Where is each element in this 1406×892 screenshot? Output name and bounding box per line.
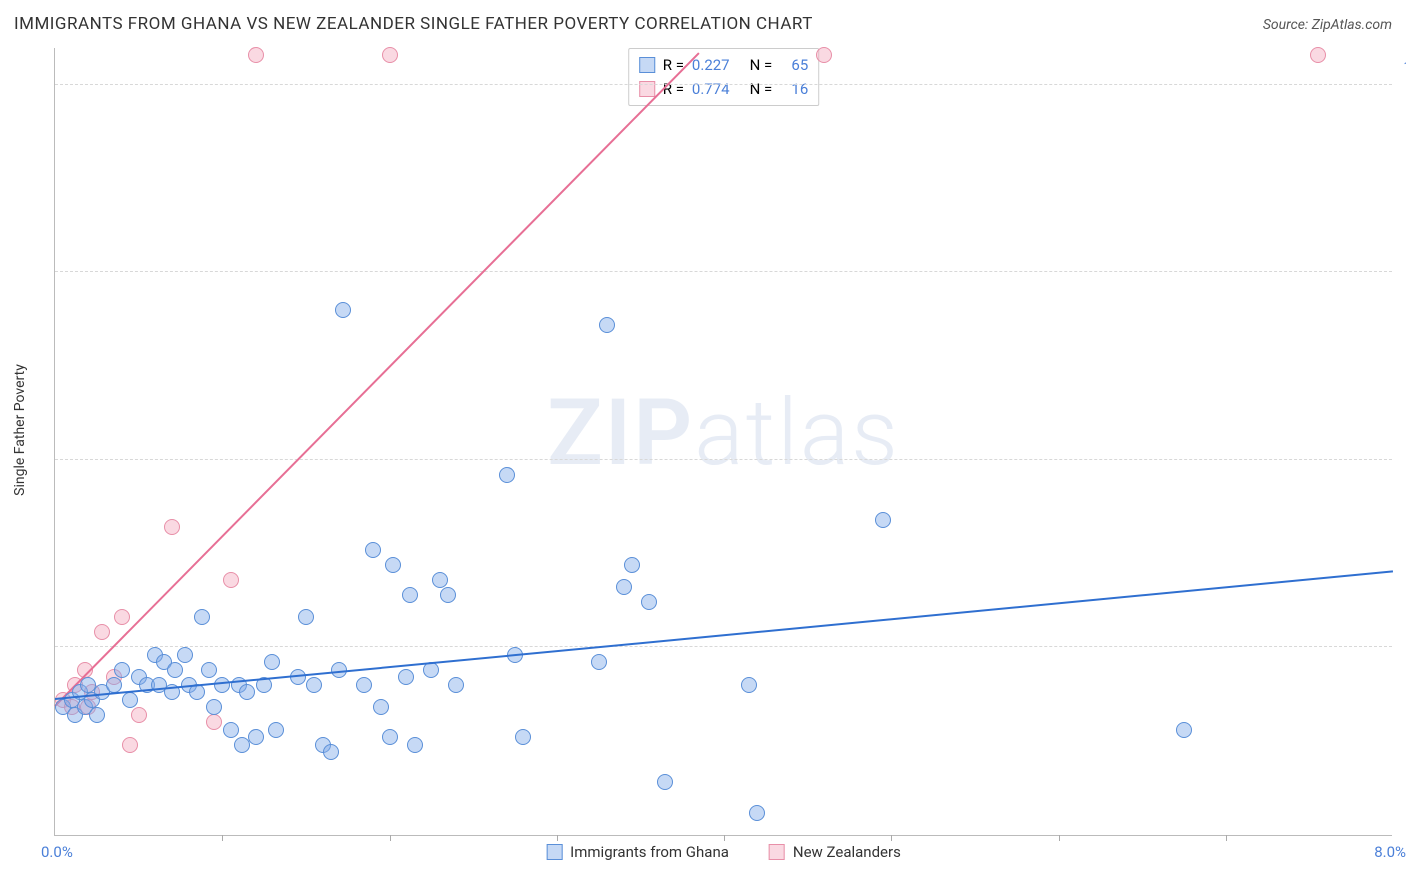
gridline — [55, 646, 1392, 647]
r-label: R = — [663, 77, 684, 101]
scatter-point-ghana — [356, 677, 372, 693]
scatter-point-ghana — [201, 662, 217, 678]
x-tick-mark — [1226, 835, 1227, 841]
scatter-point-nz — [816, 47, 832, 63]
x-tick-mark — [1059, 835, 1060, 841]
legend-row-ghana: R = 0.227 N = 65 — [639, 53, 809, 77]
scatter-point-nz — [94, 624, 110, 640]
scatter-point-ghana — [298, 609, 314, 625]
scatter-point-ghana — [239, 684, 255, 700]
y-tick-label: 25.0% — [1397, 620, 1406, 638]
scatter-point-ghana — [373, 699, 389, 715]
scatter-point-ghana — [641, 594, 657, 610]
x-tick-mark — [222, 835, 223, 841]
scatter-point-ghana — [749, 805, 765, 821]
legend-label-nz: New Zealanders — [793, 843, 901, 861]
n-label: N = — [750, 77, 773, 101]
chart-title: IMMIGRANTS FROM GHANA VS NEW ZEALANDER S… — [14, 14, 813, 34]
r-value-ghana: 0.227 — [692, 53, 730, 77]
scatter-point-ghana — [499, 467, 515, 483]
scatter-point-ghana — [398, 669, 414, 685]
scatter-point-ghana — [264, 654, 280, 670]
scatter-point-ghana — [741, 677, 757, 693]
scatter-point-ghana — [223, 722, 239, 738]
scatter-point-ghana — [114, 662, 130, 678]
scatter-point-ghana — [206, 699, 222, 715]
scatter-point-ghana — [194, 609, 210, 625]
source-attribution: Source: ZipAtlas.com — [1263, 17, 1392, 33]
y-tick-label: 75.0% — [1397, 245, 1406, 263]
scatter-point-ghana — [306, 677, 322, 693]
legend-item-ghana: Immigrants from Ghana — [546, 843, 729, 861]
y-axis-label: Single Father Poverty — [12, 364, 28, 496]
n-value-ghana: 65 — [780, 53, 808, 77]
series-legend: Immigrants from Ghana New Zealanders — [546, 843, 901, 861]
watermark-atlas: atlas — [694, 379, 900, 486]
y-tick-label: 50.0% — [1397, 433, 1406, 451]
scatter-point-ghana — [167, 662, 183, 678]
trend-line-ghana — [55, 570, 1393, 700]
scatter-point-ghana — [616, 579, 632, 595]
scatter-point-ghana — [1176, 722, 1192, 738]
gridline — [55, 271, 1392, 272]
scatter-point-nz — [122, 737, 138, 753]
scatter-point-ghana — [440, 587, 456, 603]
scatter-point-nz — [131, 707, 147, 723]
x-axis-end-label: 8.0% — [1374, 843, 1406, 861]
gridline — [55, 459, 1392, 460]
scatter-point-nz — [206, 714, 222, 730]
legend-item-nz: New Zealanders — [769, 843, 901, 861]
scatter-point-ghana — [177, 647, 193, 663]
scatter-point-ghana — [448, 677, 464, 693]
scatter-point-ghana — [657, 774, 673, 790]
scatter-point-ghana — [402, 587, 418, 603]
source-name: ZipAtlas.com — [1312, 17, 1392, 33]
legend-label-ghana: Immigrants from Ghana — [570, 843, 729, 861]
scatter-point-ghana — [382, 729, 398, 745]
scatter-point-ghana — [89, 707, 105, 723]
x-tick-mark — [390, 835, 391, 841]
scatter-point-nz — [164, 519, 180, 535]
scatter-point-nz — [248, 47, 264, 63]
swatch-nz — [769, 844, 785, 860]
scatter-point-ghana — [407, 737, 423, 753]
scatter-point-nz — [1310, 47, 1326, 63]
n-value-nz: 16 — [780, 77, 808, 101]
r-value-nz: 0.774 — [692, 77, 730, 101]
r-label: R = — [663, 53, 684, 77]
scatter-point-ghana — [624, 557, 640, 573]
scatter-point-ghana — [385, 557, 401, 573]
scatter-point-nz — [223, 572, 239, 588]
scatter-point-ghana — [875, 512, 891, 528]
watermark-zip: ZIP — [547, 379, 694, 486]
scatter-point-nz — [114, 609, 130, 625]
scatter-point-ghana — [106, 677, 122, 693]
swatch-ghana — [546, 844, 562, 860]
trend-line-nz — [54, 53, 699, 707]
chart-plot-area: ZIPatlas R = 0.227 N = 65 R = 0.774 N = … — [54, 48, 1392, 836]
scatter-point-ghana — [323, 744, 339, 760]
scatter-point-ghana — [432, 572, 448, 588]
x-tick-mark — [891, 835, 892, 841]
scatter-point-ghana — [591, 654, 607, 670]
x-tick-mark — [557, 835, 558, 841]
scatter-point-ghana — [214, 677, 230, 693]
scatter-point-ghana — [335, 302, 351, 318]
scatter-point-ghana — [599, 317, 615, 333]
y-tick-label: 100.0% — [1397, 58, 1406, 76]
x-axis-origin-label: 0.0% — [41, 843, 73, 861]
scatter-point-ghana — [268, 722, 284, 738]
scatter-point-ghana — [248, 729, 264, 745]
source-prefix: Source: — [1263, 17, 1312, 33]
swatch-ghana — [639, 57, 655, 73]
scatter-point-ghana — [365, 542, 381, 558]
scatter-point-ghana — [122, 692, 138, 708]
scatter-point-nz — [382, 47, 398, 63]
scatter-point-ghana — [515, 729, 531, 745]
gridline — [55, 84, 1392, 85]
n-label: N = — [750, 53, 773, 77]
watermark: ZIPatlas — [547, 379, 900, 486]
x-tick-mark — [724, 835, 725, 841]
